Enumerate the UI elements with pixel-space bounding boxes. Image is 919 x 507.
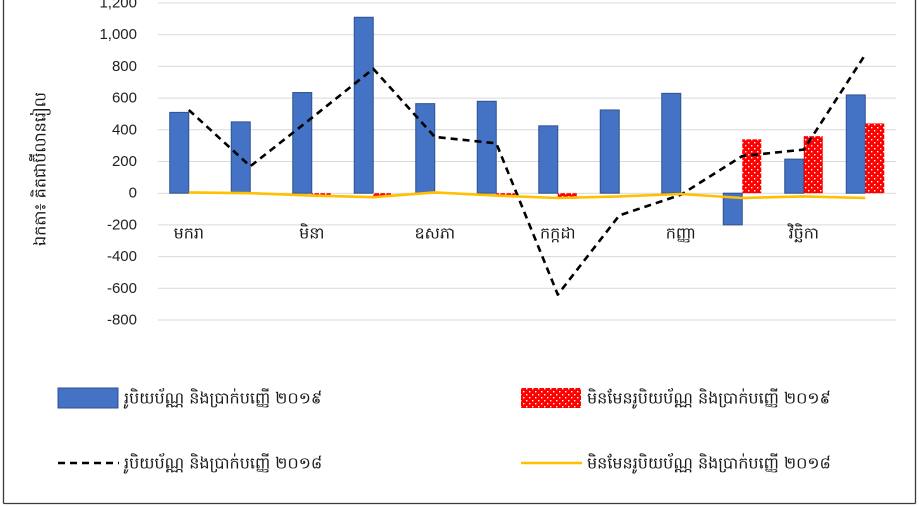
bar-s1-3 xyxy=(373,193,393,197)
y-tick-label: 800 xyxy=(112,58,137,75)
legend-label: មិនមែនរូបិយប័ណ្ណ និងប្រាក់បញ្ញើ ២០១៨ xyxy=(587,453,831,475)
x-tick-label: មករា xyxy=(174,224,204,243)
x-tick-label: កក្កដា xyxy=(540,224,576,243)
y-tick-label: 600 xyxy=(112,90,137,107)
bar-s1-2 xyxy=(311,193,331,196)
bar-s0-5 xyxy=(476,100,497,194)
y-tick-label: -600 xyxy=(107,280,137,297)
bar-s0-6 xyxy=(538,125,559,194)
y-tick-label: -200 xyxy=(107,216,137,233)
y-tick-label: 400 xyxy=(112,121,137,138)
legend-label: រូបិយប័ណ្ណ និងប្រាក់បញ្ញើ ២០១៩ xyxy=(123,388,322,410)
gridlines xyxy=(158,2,896,321)
legend-item-3: មិនមែនរូបិយប័ណ្ណ និងប្រាក់បញ្ញើ ២០១៨ xyxy=(521,453,831,475)
bar-s1-10 xyxy=(803,136,823,194)
bar-s1-9 xyxy=(742,139,762,194)
y-axis-ticks: 1,200 1,000 800 600 400 200 0 -200 -400 -600 -800 xyxy=(99,0,137,329)
bar-s0-8 xyxy=(661,92,682,194)
bar-s0-2 xyxy=(292,92,313,194)
legend-swatch xyxy=(521,388,581,408)
legend-swatch xyxy=(57,387,119,409)
legend: រូបិយប័ណ្ណ និងប្រាក់បញ្ញើ ២០១៩មិនមែនរូបិ… xyxy=(57,387,831,475)
bar-s0-10 xyxy=(784,158,805,194)
y-tick-label: 1,000 xyxy=(99,26,137,43)
y-tick-label: 200 xyxy=(112,153,137,170)
bar-s0-3 xyxy=(353,16,374,194)
x-tick-label: មិនា xyxy=(299,223,324,243)
series-line-2 xyxy=(187,53,867,296)
bar-s0-9 xyxy=(722,192,743,226)
y-axis-title: ឯកតា៖ គិតជាប៊ីលានរៀល xyxy=(29,92,52,246)
y-tick-label: 0 xyxy=(129,185,137,202)
x-axis-labels: មករា មិនា ឧសភា កក្កដា កញ្ញា វិច្ឆិកា xyxy=(174,223,819,243)
legend-label: រូបិយប័ណ្ណ និងប្រាក់បញ្ញើ ២០១៨ xyxy=(123,453,322,475)
bar-s0-11 xyxy=(845,94,866,194)
bar-s0-1 xyxy=(230,121,251,194)
lines xyxy=(187,53,867,296)
line-point-s2-11 xyxy=(863,53,867,57)
x-tick-label: កញ្ញា xyxy=(666,224,696,243)
bar-s0-0 xyxy=(169,111,190,194)
y-tick-label: -800 xyxy=(107,312,137,329)
x-tick-label: ឧសភា xyxy=(414,224,455,243)
legend-item-2: រូបិយប័ណ្ណ និងប្រាក់បញ្ញើ ២០១៨ xyxy=(58,453,322,475)
series-line-3 xyxy=(188,191,866,200)
bar-s1-11 xyxy=(865,123,885,194)
legend-label: មិនមែនរូបិយប័ណ្ណ និងប្រាក់បញ្ញើ ២០១៩ xyxy=(587,388,831,410)
y-tick-label: -400 xyxy=(107,248,137,265)
bar-s1-5 xyxy=(496,193,516,196)
legend-item-1: មិនមែនរូបិយប័ណ្ណ និងប្រាក់បញ្ញើ ២០១៩ xyxy=(521,388,831,410)
x-tick-label: វិច្ឆិកា xyxy=(787,223,819,243)
bar-s0-7 xyxy=(599,109,620,194)
bar-s1-6 xyxy=(557,193,577,199)
line-point-s2-7 xyxy=(617,213,621,217)
bars xyxy=(169,16,885,226)
legend-item-0: រូបិយប័ណ្ណ និងប្រាក់បញ្ញើ ២០១៩ xyxy=(57,387,322,410)
y-tick-label: 1,200 xyxy=(99,0,137,12)
